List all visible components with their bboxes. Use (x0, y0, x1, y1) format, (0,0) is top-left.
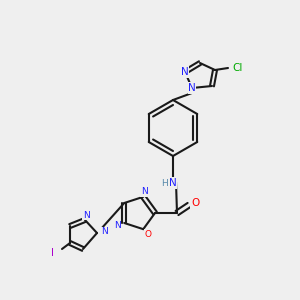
Text: N: N (188, 83, 196, 93)
Text: O: O (145, 230, 152, 239)
Text: N: N (82, 211, 89, 220)
Text: H: H (160, 178, 167, 188)
Text: N: N (114, 221, 121, 230)
Text: O: O (191, 198, 199, 208)
Text: Cl: Cl (233, 63, 243, 73)
Text: N: N (100, 227, 107, 236)
Text: I: I (52, 248, 55, 258)
Text: N: N (141, 187, 148, 196)
Text: N: N (169, 178, 177, 188)
Text: N: N (181, 67, 189, 77)
